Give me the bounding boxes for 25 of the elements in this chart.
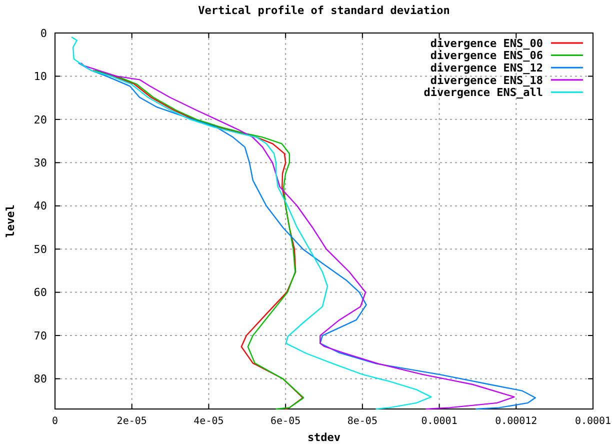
y-tick-label: 60: [34, 286, 47, 300]
x-tick-label: 0.0001: [421, 416, 458, 427]
x-tick-label: 4e-05: [194, 416, 224, 427]
y-axis-title: level: [4, 204, 17, 238]
x-axis-title: stdev: [307, 431, 341, 444]
x-tick-label: 6e-05: [270, 416, 301, 427]
legend-label: divergence ENS_all: [424, 86, 543, 100]
x-tick-label: 0.0001: [574, 416, 612, 427]
y-tick-label: 80: [34, 372, 47, 386]
x-tick-label: 8e-05: [347, 416, 378, 427]
y-tick-label: 50: [34, 242, 47, 256]
legend-label: divergence ENS_12: [430, 61, 543, 74]
chart-title: Vertical profile of standard deviation: [198, 4, 450, 17]
y-tick-label: 10: [34, 70, 47, 84]
y-tick-label: 40: [34, 200, 47, 213]
legend-label: divergence ENS_06: [430, 49, 544, 62]
legend-label: divergence ENS_00: [430, 36, 543, 50]
y-tick-label: 30: [34, 156, 47, 170]
x-tick-label: 0.00012: [495, 416, 538, 427]
y-tick-label: 70: [34, 329, 47, 342]
x-tick-label: 0: [52, 416, 58, 427]
y-tick-label: 20: [34, 113, 47, 126]
x-tick-label: 2e-05: [116, 416, 147, 427]
legend-label: divergence ENS_18: [430, 74, 543, 87]
y-tick-label: 0: [40, 26, 47, 40]
